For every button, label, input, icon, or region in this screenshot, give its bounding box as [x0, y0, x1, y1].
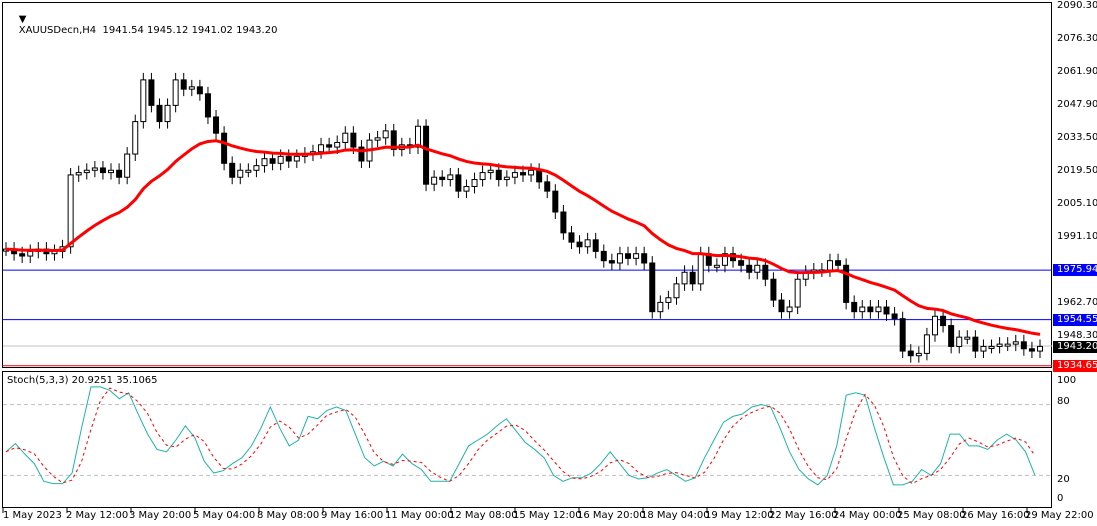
collapse-triangle-icon[interactable]: ▼: [18, 14, 27, 25]
stoch-level-100: 100: [1057, 375, 1077, 386]
stochastic-title: Stoch(5,3,3) 20.9251 35.1065: [7, 375, 158, 386]
time-label: 12 May 08:00: [449, 510, 518, 521]
price-tag-1954: 1954.55: [1053, 314, 1097, 326]
price-chart-panel[interactable]: [2, 2, 1052, 368]
time-label: 5 May 04:00: [193, 510, 256, 521]
time-label: 22 May 16:00: [769, 510, 838, 521]
price-axis-label: 2047.90: [1057, 99, 1097, 110]
time-label: 29 May 22:00: [1025, 510, 1094, 521]
price-axis-label: 2033.50: [1057, 132, 1097, 143]
stoch-level-80: 80: [1057, 396, 1070, 407]
time-label: 18 May 04:00: [641, 510, 710, 521]
time-label: 19 May 12:00: [705, 510, 774, 521]
time-label: 16 May 20:00: [577, 510, 646, 521]
time-label: 9 May 16:00: [321, 510, 384, 521]
price-axis-label: 2061.90: [1057, 66, 1097, 77]
time-label: 1 May 2023: [3, 510, 62, 521]
time-label: 11 May 00:00: [385, 510, 454, 521]
price-axis-label: 2019.50: [1057, 165, 1097, 176]
price-axis-label: 1991.10: [1057, 231, 1097, 242]
price-axis-label: 2076.30: [1057, 33, 1097, 44]
time-label: 3 May 20:00: [129, 510, 192, 521]
chart-title: ▼ XAUUSDecn,H4 1941.54 1945.12 1941.02 1…: [6, 3, 278, 47]
symbol-ohlc: XAUUSDecn,H4 1941.54 1945.12 1941.02 194…: [18, 25, 278, 36]
stochastic-panel[interactable]: [2, 371, 1052, 508]
price-axis-label: 1962.70: [1057, 297, 1097, 308]
price-axis-label: 2005.10: [1057, 198, 1097, 209]
time-label: 2 May 12:00: [66, 510, 129, 521]
time-label: 24 May 00:00: [833, 510, 902, 521]
price-tag-1975: 1975.94: [1053, 264, 1097, 276]
current-price-tag: 1943.20: [1053, 341, 1097, 353]
time-label: 15 May 12:00: [513, 510, 582, 521]
price-axis-label: 2090.30: [1057, 0, 1097, 11]
price-axis-label: 1948.30: [1057, 330, 1097, 341]
price-tag-1934: 1934.65: [1053, 360, 1097, 372]
time-label: 8 May 08:00: [257, 510, 320, 521]
stoch-level-20: 20: [1057, 474, 1070, 485]
stoch-level-0: 0: [1057, 493, 1064, 504]
time-label: 26 May 16:00: [961, 510, 1030, 521]
time-label: 25 May 08:00: [897, 510, 966, 521]
